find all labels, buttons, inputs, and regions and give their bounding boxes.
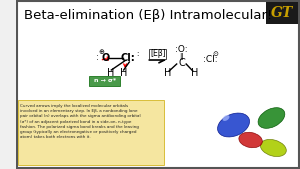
Text: :: : [96, 54, 98, 63]
Text: O: O [101, 53, 110, 63]
Text: ||: || [179, 54, 184, 61]
Text: :Cl:: :Cl: [202, 55, 217, 65]
Ellipse shape [223, 115, 230, 121]
Ellipse shape [260, 139, 286, 156]
Text: ⊙: ⊙ [213, 51, 218, 57]
Text: ⊕: ⊕ [98, 49, 104, 55]
Ellipse shape [218, 113, 250, 137]
Text: H: H [107, 68, 114, 78]
Ellipse shape [258, 108, 285, 128]
Text: H: H [120, 68, 127, 78]
Text: C: C [178, 58, 185, 68]
Text: H: H [191, 68, 198, 78]
Text: H: H [164, 68, 171, 78]
FancyBboxPatch shape [17, 100, 164, 165]
Text: GT: GT [271, 6, 293, 20]
FancyBboxPatch shape [266, 2, 298, 24]
Text: n → σ*: n → σ* [94, 78, 116, 83]
Text: Beta-elimination (Eβ) Intramolecular!: Beta-elimination (Eβ) Intramolecular! [24, 9, 272, 22]
Text: :O:: :O: [175, 45, 188, 54]
FancyArrowPatch shape [124, 64, 127, 67]
Ellipse shape [239, 132, 262, 148]
Text: Curved arrows imply the localized molecular orbitals
involved in an elementary s: Curved arrows imply the localized molecu… [20, 104, 141, 139]
FancyArrowPatch shape [102, 57, 108, 60]
FancyBboxPatch shape [16, 1, 299, 168]
Text: Cl:: Cl: [120, 53, 135, 63]
FancyBboxPatch shape [89, 76, 120, 86]
Text: [Eβ]: [Eβ] [150, 50, 166, 58]
Text: :: : [136, 51, 138, 57]
